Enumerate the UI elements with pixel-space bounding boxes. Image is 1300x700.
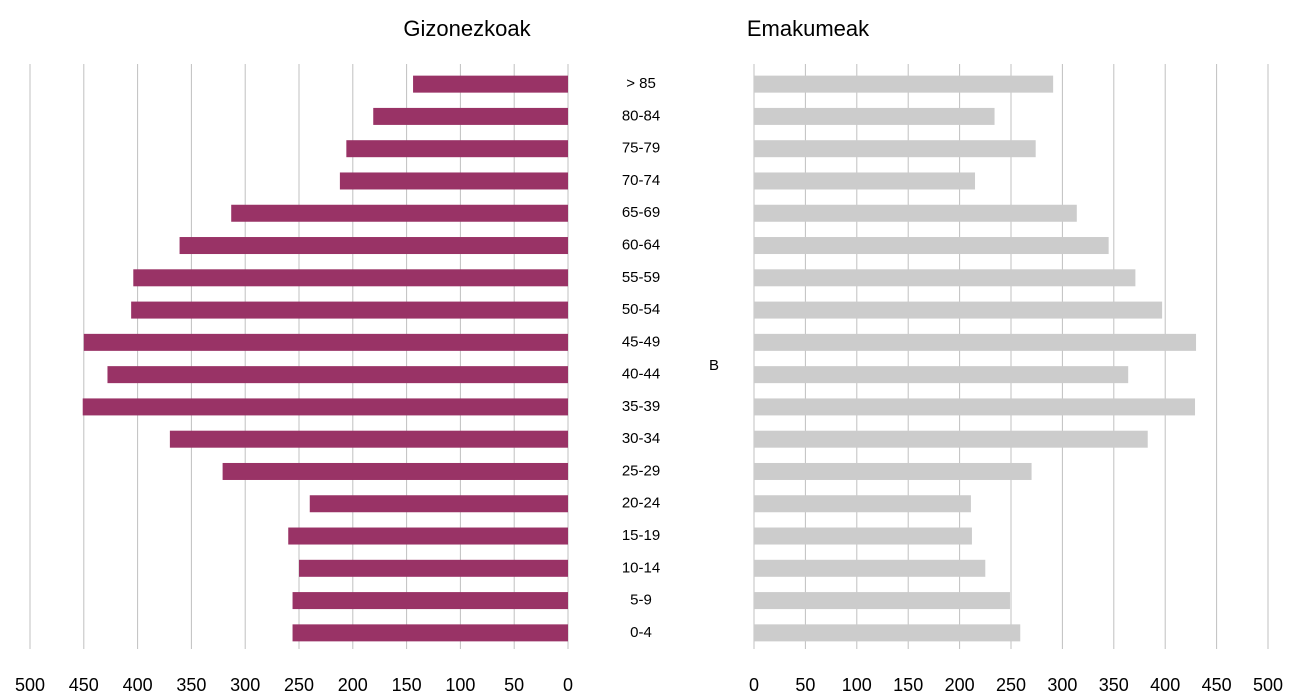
x-tick-label: 350 — [1099, 675, 1129, 695]
x-tick-label: 450 — [1202, 675, 1232, 695]
bar — [754, 107, 995, 125]
bar — [754, 140, 1036, 158]
bar — [288, 527, 568, 545]
x-tick-label: 250 — [284, 675, 314, 695]
category-label: 10-14 — [622, 559, 660, 576]
bar — [107, 366, 569, 384]
bar — [754, 172, 976, 190]
x-tick-label: 50 — [504, 675, 524, 695]
bar — [754, 204, 1077, 222]
x-tick-label: 100 — [842, 675, 872, 695]
x-tick-label: 150 — [893, 675, 923, 695]
bar — [754, 366, 1129, 384]
category-label: 15-19 — [622, 527, 660, 544]
x-tick-label: 500 — [15, 675, 45, 695]
bar — [413, 75, 568, 93]
x-tick-label: 250 — [996, 675, 1026, 695]
category-label: 55-59 — [622, 269, 660, 286]
bar — [133, 269, 568, 287]
category-label: 60-64 — [622, 236, 660, 253]
bar — [754, 301, 1163, 319]
bar — [754, 495, 971, 513]
x-tick-label: 200 — [945, 675, 975, 695]
x-tick-label: 350 — [176, 675, 206, 695]
category-label: 30-34 — [622, 430, 660, 447]
bar — [82, 398, 568, 416]
bar — [754, 269, 1136, 287]
x-tick-label: 0 — [749, 675, 759, 695]
category-label: 75-79 — [622, 140, 660, 157]
bar — [222, 462, 568, 480]
bar — [373, 107, 568, 125]
category-label: 35-39 — [622, 398, 660, 415]
bar — [339, 172, 568, 190]
category-label: 0-4 — [630, 624, 652, 641]
category-label: 65-69 — [622, 204, 660, 221]
bar — [754, 430, 1148, 448]
bar — [754, 462, 1032, 480]
category-label: > 85 — [626, 75, 656, 92]
x-tick-label: 300 — [230, 675, 260, 695]
x-tick-label: 50 — [795, 675, 815, 695]
x-tick-label: 500 — [1253, 675, 1283, 695]
bar — [754, 527, 972, 545]
bar — [299, 559, 568, 577]
bar — [131, 301, 569, 319]
category-label: 80-84 — [622, 107, 660, 124]
bar — [754, 333, 1197, 351]
bar — [169, 430, 568, 448]
x-tick-label: 100 — [445, 675, 475, 695]
x-tick-label: 450 — [69, 675, 99, 695]
chart-title: Gizonezkoak — [403, 16, 531, 41]
bar — [754, 75, 1054, 93]
x-tick-label: 400 — [123, 675, 153, 695]
category-label: 50-54 — [622, 301, 660, 318]
category-label: 5-9 — [630, 592, 652, 609]
bar — [292, 624, 568, 642]
bar — [309, 495, 568, 513]
x-tick-label: 150 — [392, 675, 422, 695]
bar — [754, 237, 1109, 255]
bar — [754, 398, 1196, 416]
bar — [346, 140, 568, 158]
category-label: 70-74 — [622, 172, 660, 189]
category-label: 45-49 — [622, 333, 660, 350]
bar — [231, 204, 568, 222]
annotation: B — [709, 357, 719, 374]
bar — [83, 333, 569, 351]
bar — [754, 559, 986, 577]
bar — [292, 592, 568, 610]
x-tick-label: 200 — [338, 675, 368, 695]
chart-title: Emakumeak — [747, 16, 870, 41]
category-label: 40-44 — [622, 366, 660, 383]
x-tick-label: 400 — [1150, 675, 1180, 695]
bar — [179, 237, 568, 255]
bar — [754, 592, 1010, 610]
category-label: 20-24 — [622, 495, 660, 512]
category-label: 25-29 — [622, 462, 660, 479]
bar — [754, 624, 1021, 642]
x-tick-label: 300 — [1047, 675, 1077, 695]
x-tick-label: 0 — [563, 675, 573, 695]
